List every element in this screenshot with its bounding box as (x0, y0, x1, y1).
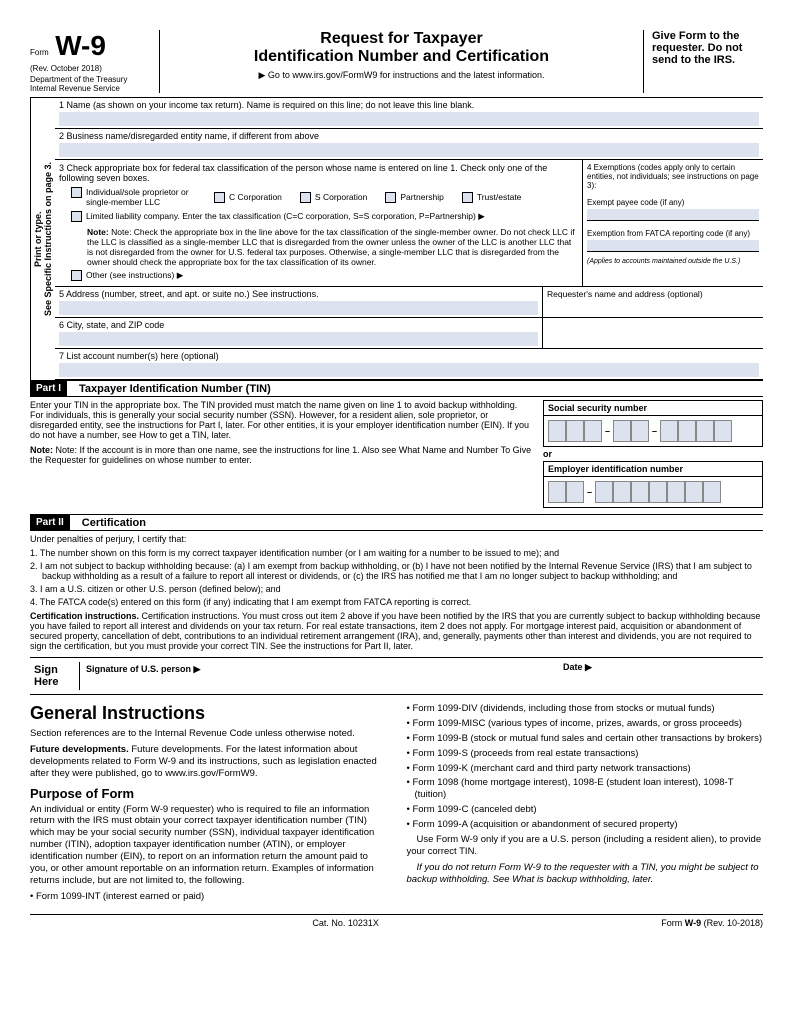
future-developments: Future developments. Future developments… (30, 744, 387, 780)
bullet-s: • Form 1099-S (proceeds from real estate… (407, 748, 764, 760)
ifnot-text: If you do not return Form W-9 to the req… (407, 862, 764, 886)
cert-intro: Under penalties of perjury, I certify th… (30, 534, 763, 544)
part-2-header: Part II Certification (30, 514, 763, 531)
line-1: 1 Name (as shown on your income tax retu… (55, 98, 763, 129)
bullet-int: • Form 1099-INT (interest earned or paid… (30, 891, 387, 903)
cb-scorp[interactable]: S Corporation (300, 192, 367, 203)
bullet-k: • Form 1099-K (merchant card and third p… (407, 763, 764, 775)
line-1-label: 1 Name (as shown on your income tax retu… (59, 100, 474, 110)
cert-item-4: 4. The FATCA code(s) entered on this for… (30, 597, 763, 607)
ein-input[interactable]: – (544, 477, 762, 507)
cb-ccorp[interactable]: C Corporation (214, 192, 282, 203)
goto-link: ▶ Go to www.irs.gov/FormW9 for instructi… (168, 70, 635, 81)
form-header: Form W-9 (Rev. October 2018) Department … (30, 30, 763, 98)
line-7-label: 7 List account number(s) here (optional) (59, 351, 219, 361)
cb-llc[interactable]: Limited liability company. Enter the tax… (71, 211, 485, 222)
line-5-label: 5 Address (number, street, and apt. or s… (59, 289, 319, 299)
fatca-input[interactable] (587, 240, 759, 252)
bullet-misc: • Form 1099-MISC (various types of incom… (407, 718, 764, 730)
part-1-label: Part I (30, 381, 67, 396)
bullet-b: • Form 1099-B (stock or mutual fund sale… (407, 733, 764, 745)
line-2: 2 Business name/disregarded entity name,… (55, 129, 763, 160)
part-2-title: Certification (82, 517, 146, 529)
ein-box: Employer identification number – (543, 461, 763, 508)
applies-note: (Applies to accounts maintained outside … (587, 258, 759, 265)
city-state-zip-input[interactable] (59, 332, 538, 346)
use-text: Use Form W-9 only if you are a U.S. pers… (407, 834, 764, 858)
requester-box: Requester's name and address (optional) (543, 287, 763, 317)
cert-item-2: 2. I am not subject to backup withholdin… (30, 561, 763, 581)
cat-no: Cat. No. 10231X (312, 918, 379, 928)
account-numbers-input[interactable] (59, 363, 759, 377)
purpose-heading: Purpose of Form (30, 786, 387, 801)
general-instructions-heading: General Instructions (30, 703, 387, 724)
line-6-label: 6 City, state, and ZIP code (59, 320, 164, 330)
line-7: 7 List account number(s) here (optional) (55, 349, 763, 380)
cert-item-3: 3. I am a U.S. citizen or other U.S. per… (30, 584, 763, 594)
signature-field[interactable]: Signature of U.S. person ▶ (80, 662, 563, 690)
address-input[interactable] (59, 301, 538, 315)
line-3: 3 Check appropriate box for federal tax … (55, 160, 583, 286)
ssn-label: Social security number (544, 401, 762, 416)
part-2-label: Part II (30, 515, 70, 530)
fatca-label: Exemption from FATCA reporting code (if … (587, 229, 759, 238)
purpose-text: An individual or entity (Form W-9 reques… (30, 804, 387, 887)
exempt-payee-input[interactable] (587, 209, 759, 221)
ein-label: Employer identification number (544, 462, 762, 477)
or-text: or (543, 449, 763, 459)
bullet-1098: • Form 1098 (home mortgage interest), 10… (407, 777, 764, 801)
footer: Cat. No. 10231X Form W-9 (Rev. 10-2018) (30, 914, 763, 928)
exempt-payee-label: Exempt payee code (if any) (587, 198, 759, 207)
part-1-header: Part I Taxpayer Identification Number (T… (30, 380, 763, 397)
sign-here-label: Sign Here (30, 662, 80, 690)
give-form-notice: Give Form to the requester. Do not send … (643, 30, 763, 93)
form-label: Form (30, 48, 49, 57)
form-number: W-9 (55, 30, 106, 61)
cb-individual[interactable]: Individual/sole proprietor or single-mem… (71, 187, 196, 207)
line-5: 5 Address (number, street, and apt. or s… (55, 287, 543, 317)
part-1-title: Taxpayer Identification Number (TIN) (79, 383, 271, 395)
tin-text-2: Note: Note: If the account is in more th… (30, 445, 533, 465)
section-ref: Section references are to the Internal R… (30, 728, 387, 740)
line-6: 6 City, state, and ZIP code (55, 318, 543, 348)
revision: (Rev. October 2018) (30, 64, 153, 73)
form-title: Request for Taxpayer Identification Numb… (168, 30, 635, 66)
department: Department of the Treasury Internal Reve… (30, 75, 153, 93)
line-4: 4 Exemptions (codes apply only to certai… (583, 160, 763, 286)
cb-trust[interactable]: Trust/estate (462, 192, 522, 203)
ssn-box: Social security number – – (543, 400, 763, 447)
cb-partnership[interactable]: Partnership (385, 192, 443, 203)
cb-other[interactable]: Other (see instructions) ▶ (71, 270, 183, 281)
llc-note: Note: Note: Check the appropriate box in… (87, 227, 578, 267)
sidebar-instructions: Print or type. See Specific Instructions… (30, 98, 55, 380)
date-field[interactable]: Date ▶ (563, 662, 763, 690)
cert-list: 1. The number shown on this form is my c… (30, 548, 763, 607)
cert-item-1: 1. The number shown on this form is my c… (30, 548, 763, 558)
business-name-input[interactable] (59, 143, 759, 157)
requester-label: Requester's name and address (optional) (547, 289, 703, 299)
bullet-c: • Form 1099-C (canceled debt) (407, 804, 764, 816)
line-3-label: 3 Check appropriate box for federal tax … (59, 163, 578, 183)
sign-row: Sign Here Signature of U.S. person ▶ Dat… (30, 657, 763, 695)
bullet-a: • Form 1099-A (acquisition or abandonmen… (407, 819, 764, 831)
footer-form: Form W-9 (Rev. 10-2018) (661, 918, 763, 928)
line-2-label: 2 Business name/disregarded entity name,… (59, 131, 319, 141)
box4-header: 4 Exemptions (codes apply only to certai… (587, 163, 759, 190)
bullet-div: • Form 1099-DIV (dividends, including th… (407, 703, 764, 715)
ssn-input[interactable]: – – (544, 416, 762, 446)
name-input[interactable] (59, 112, 759, 126)
cert-instructions: Certification instructions. Certificatio… (30, 611, 763, 651)
tin-text-1: Enter your TIN in the appropriate box. T… (30, 400, 533, 440)
